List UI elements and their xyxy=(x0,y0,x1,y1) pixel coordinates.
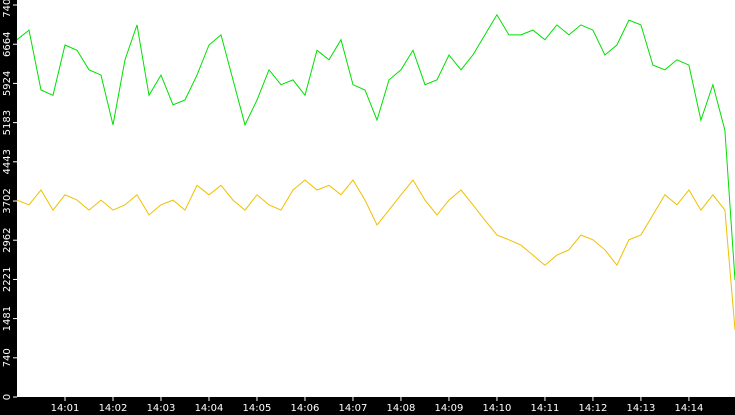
y-tick-label: 4443 xyxy=(2,149,13,174)
y-tick-label: 7405 xyxy=(2,0,13,18)
y-tick-label: 5183 xyxy=(2,110,13,135)
x-tick-label: 14:01 xyxy=(51,403,80,414)
x-tick-label: 14:04 xyxy=(195,403,224,414)
x-tick-label: 14:08 xyxy=(387,403,416,414)
y-tick-label: 1481 xyxy=(2,306,13,331)
x-tick-label: 14:07 xyxy=(339,403,368,414)
x-tick-label: 14:11 xyxy=(531,403,560,414)
x-tick-label: 14:10 xyxy=(483,403,512,414)
y-tick-label: 2962 xyxy=(2,227,13,252)
plot-area xyxy=(17,0,735,397)
y-tick-label: 0 xyxy=(2,394,13,400)
x-tick-label: 14:02 xyxy=(99,403,128,414)
y-tick-label: 6664 xyxy=(2,31,13,56)
x-tick-label: 14:14 xyxy=(675,403,704,414)
line xyxy=(16,13,735,281)
line xyxy=(16,179,735,330)
y-tick-label: 740 xyxy=(2,348,13,367)
y-tick-label: 3702 xyxy=(2,188,13,213)
x-tick-label: 14:03 xyxy=(147,403,176,414)
y-tick-label: 5924 xyxy=(2,71,13,96)
y-tick-label: 2221 xyxy=(2,267,13,292)
x-tick-label: 14:05 xyxy=(243,403,272,414)
x-tick-label: 14:09 xyxy=(435,403,464,414)
x-tick-label: 14:12 xyxy=(579,403,608,414)
x-tick-label: 14:13 xyxy=(627,403,656,414)
x-tick-label: 14:06 xyxy=(291,403,320,414)
